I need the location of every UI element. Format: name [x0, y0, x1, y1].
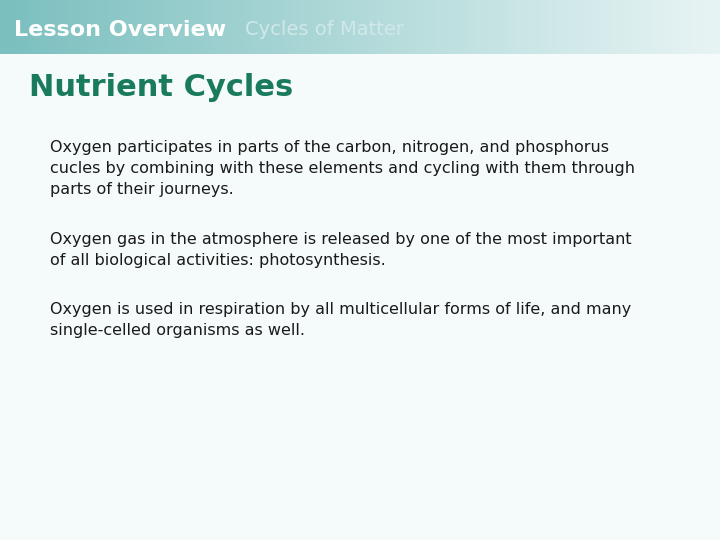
- Text: Oxygen gas in the atmosphere is released by one of the most important
of all bio: Oxygen gas in the atmosphere is released…: [50, 232, 632, 268]
- Text: Oxygen participates in parts of the carbon, nitrogen, and phosphorus
cucles by c: Oxygen participates in parts of the carb…: [50, 140, 635, 198]
- Text: Cycles of Matter: Cycles of Matter: [245, 20, 404, 39]
- Text: Nutrient Cycles: Nutrient Cycles: [29, 73, 293, 102]
- Text: Oxygen is used in respiration by all multicellular forms of life, and many
singl: Oxygen is used in respiration by all mul…: [50, 302, 631, 339]
- Text: Lesson Overview: Lesson Overview: [14, 19, 227, 40]
